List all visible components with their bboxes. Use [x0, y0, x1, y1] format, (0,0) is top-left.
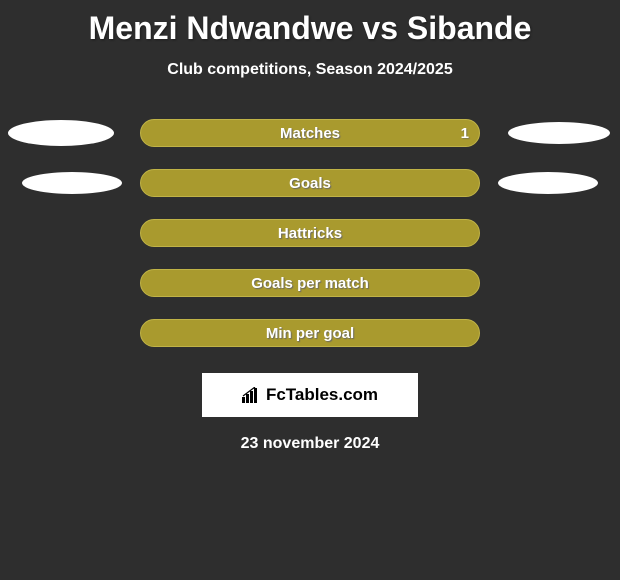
- branding-text: FcTables.com: [266, 385, 378, 405]
- stat-bar: Min per goal: [140, 319, 480, 347]
- stat-value-right: 1: [461, 125, 469, 142]
- bars-icon: [242, 387, 262, 403]
- stat-bar: Goals: [140, 169, 480, 197]
- player-left-marker: [8, 120, 114, 146]
- stat-row: Matches 1: [0, 119, 620, 147]
- stat-label: Min per goal: [266, 325, 354, 342]
- stat-label: Goals: [289, 175, 331, 192]
- stat-label: Matches: [280, 125, 340, 142]
- comparison-chart: Matches 1 Goals Hattricks Goals per match Min…: [0, 119, 620, 347]
- stat-label: Hattricks: [278, 225, 342, 242]
- stat-row: Min per goal: [0, 319, 620, 347]
- page-title: Menzi Ndwandwe vs Sibande: [0, 0, 620, 47]
- branding-box: FcTables.com: [202, 373, 418, 417]
- branding-label: FcTables.com: [242, 385, 378, 405]
- player-right-marker: [508, 122, 610, 144]
- page-subtitle: Club competitions, Season 2024/2025: [0, 61, 620, 79]
- stat-bar: Goals per match: [140, 269, 480, 297]
- date-text: 23 november 2024: [0, 435, 620, 453]
- player-left-marker: [22, 172, 122, 194]
- stat-row: Hattricks: [0, 219, 620, 247]
- stat-bar: Matches 1: [140, 119, 480, 147]
- stat-label: Goals per match: [251, 275, 369, 292]
- stat-row: Goals: [0, 169, 620, 197]
- stat-row: Goals per match: [0, 269, 620, 297]
- stat-bar: Hattricks: [140, 219, 480, 247]
- player-right-marker: [498, 172, 598, 194]
